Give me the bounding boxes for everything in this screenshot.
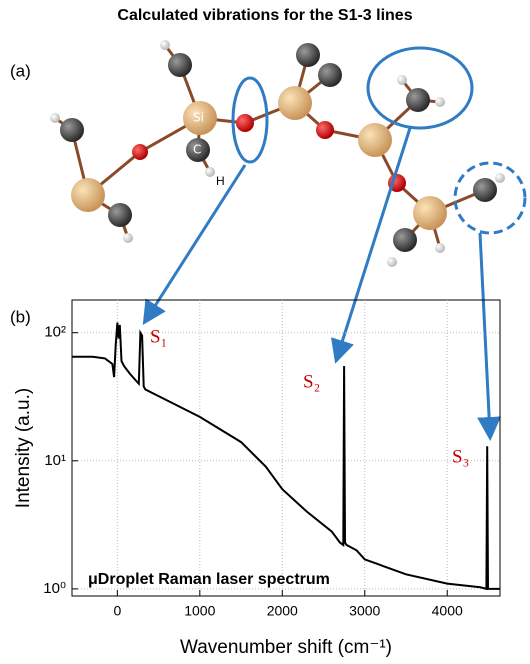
figure-title: Calculated vibrations for the S1-3 lines bbox=[117, 7, 412, 24]
peak-label: S₃ bbox=[452, 446, 469, 467]
x-tick-label: 4000 bbox=[432, 603, 463, 619]
x-tick-label: 1000 bbox=[184, 603, 215, 619]
plot-frame bbox=[72, 300, 500, 596]
panel-label: (a) bbox=[10, 61, 31, 80]
atom-label: C bbox=[193, 143, 201, 157]
panel-label: (b) bbox=[10, 307, 31, 326]
atom-label: Si bbox=[193, 111, 204, 125]
x-tick-label: 2000 bbox=[267, 603, 298, 619]
x-tick-label: 3000 bbox=[349, 603, 380, 619]
plot-annotation: μDroplet Raman laser spectrum bbox=[88, 571, 330, 588]
peak-label: S₂ bbox=[303, 371, 320, 392]
x-axis-label: Wavenumber shift (cm⁻¹) bbox=[180, 637, 392, 658]
x-tick-label: 0 bbox=[113, 603, 121, 619]
atom-label: H bbox=[216, 174, 225, 188]
peak-label: S₁ bbox=[150, 326, 167, 347]
y-tick-label: 10² bbox=[44, 324, 66, 341]
figure: Calculated vibrations for the S1-3 lines… bbox=[0, 0, 530, 664]
spectrum-line bbox=[72, 323, 500, 589]
y-tick-label: 10¹ bbox=[44, 452, 66, 469]
y-tick-label: 10⁰ bbox=[43, 580, 66, 597]
y-axis-label: Intensity (a.u.) bbox=[13, 388, 34, 508]
